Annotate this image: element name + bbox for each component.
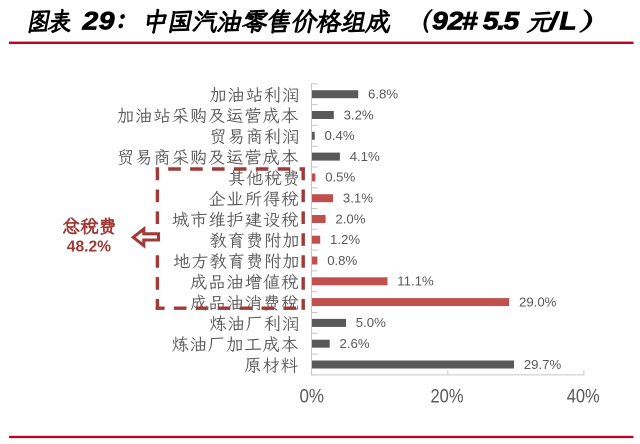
svg-text:29.0%: 29.0% <box>519 294 557 309</box>
svg-text:2.0%: 2.0% <box>335 211 365 226</box>
svg-text:11.1%: 11.1% <box>397 274 434 289</box>
svg-text:29.7%: 29.7% <box>524 357 562 372</box>
svg-text:40%: 40% <box>567 386 600 408</box>
svg-text:4.1%: 4.1% <box>350 149 380 164</box>
svg-text:0%: 0% <box>299 386 324 408</box>
svg-text:92#5.5: 92#5.5 <box>432 7 520 35</box>
svg-text:0.5%: 0.5% <box>325 170 355 185</box>
svg-text:/L: /L <box>548 7 576 35</box>
svg-text:3.1%: 3.1% <box>343 191 373 206</box>
svg-text:20%: 20% <box>431 386 464 408</box>
svg-text:5.0%: 5.0% <box>356 315 386 330</box>
svg-text:6.8%: 6.8% <box>368 87 398 102</box>
svg-text:0.4%: 0.4% <box>325 128 355 143</box>
svg-text:0.8%: 0.8% <box>327 253 357 268</box>
svg-text:29: 29 <box>81 7 114 35</box>
svg-text:2.6%: 2.6% <box>340 336 370 351</box>
svg-text:48.2%: 48.2% <box>67 239 111 256</box>
svg-text:1.2%: 1.2% <box>330 232 360 247</box>
svg-text:3.2%: 3.2% <box>344 107 374 122</box>
